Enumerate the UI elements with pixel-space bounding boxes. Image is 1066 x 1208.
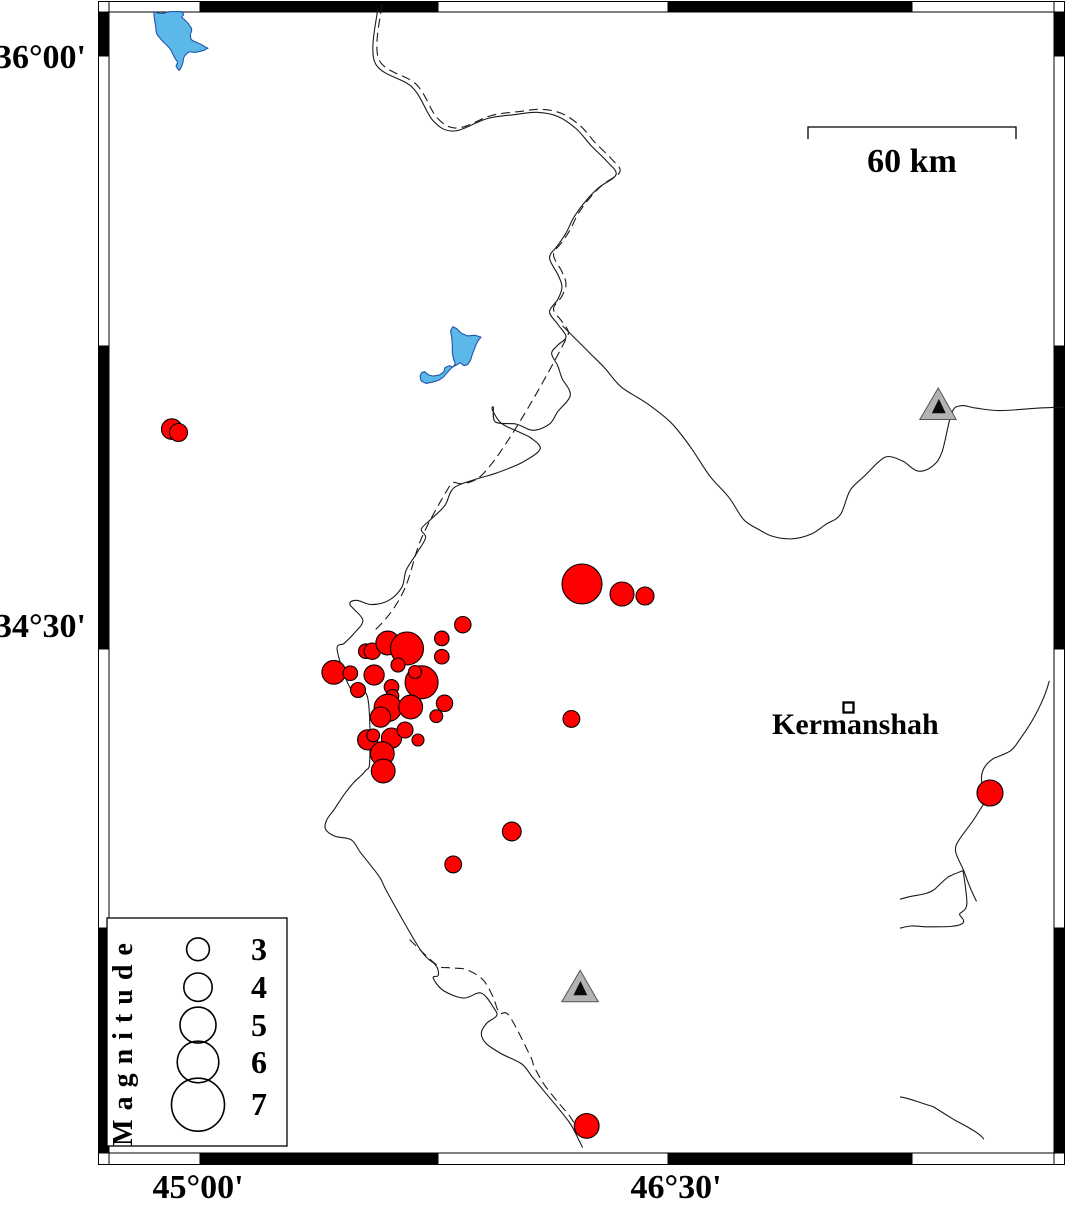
svg-text:Magnitude: Magnitude — [108, 934, 139, 1146]
svg-text:Kermanshah: Kermanshah — [772, 708, 939, 741]
svg-text:3: 3 — [251, 931, 267, 967]
svg-text:46°30': 46°30' — [630, 1169, 721, 1203]
svg-text:5: 5 — [251, 1007, 267, 1043]
svg-text:34°30': 34°30' — [0, 608, 86, 645]
svg-text:60 km: 60 km — [867, 143, 957, 180]
svg-text:36°00': 36°00' — [0, 39, 86, 76]
svg-text:45°00': 45°00' — [152, 1169, 243, 1203]
svg-text:6: 6 — [251, 1044, 267, 1080]
svg-text:4: 4 — [251, 969, 267, 1005]
svg-text:7: 7 — [251, 1086, 267, 1122]
